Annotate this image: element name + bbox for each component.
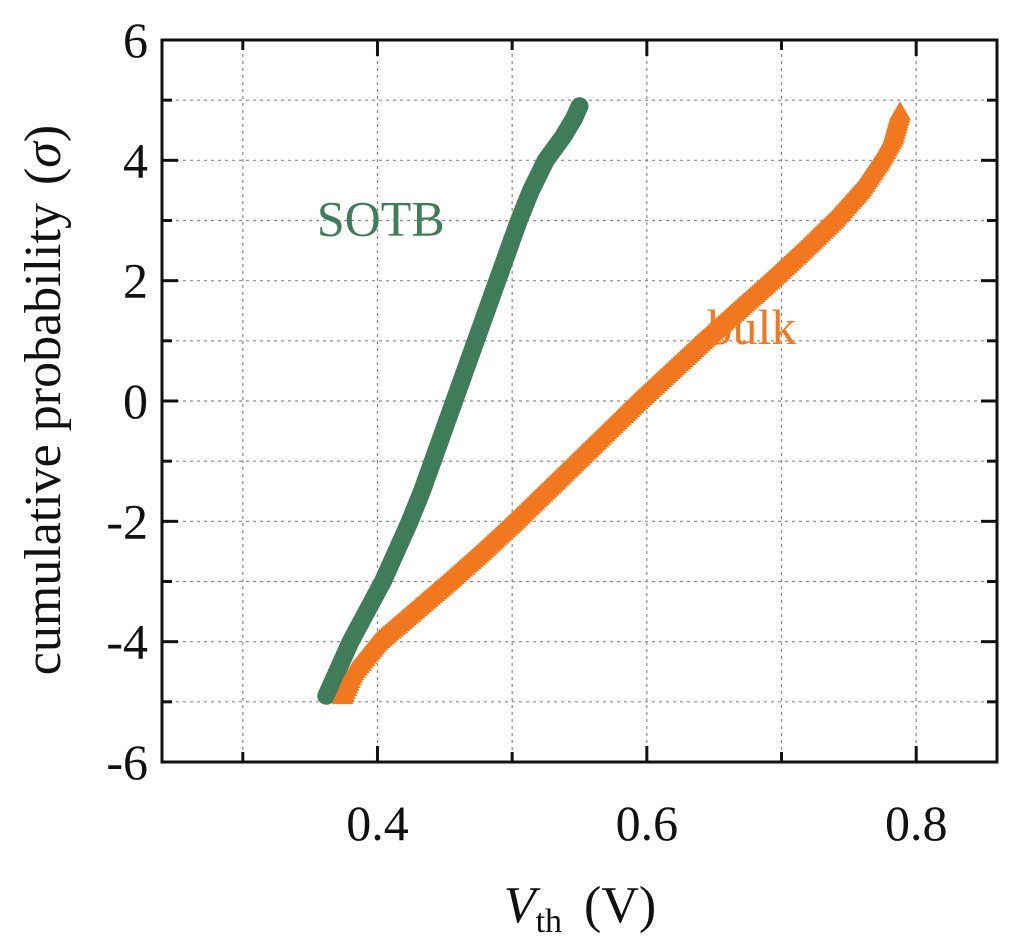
y-tick-label: 4 [123, 132, 148, 188]
x-tick-label: 0.8 [885, 795, 948, 851]
y-tick-label: -2 [106, 493, 148, 549]
x-axis-var: V [504, 877, 541, 934]
series-sotb [317, 97, 589, 705]
y-tick-label: 0 [123, 373, 148, 429]
plot-frame [160, 38, 999, 764]
x-axis-unit: (V) [584, 877, 656, 934]
grid-lines [162, 40, 997, 762]
y-tick-label: -6 [106, 734, 148, 790]
series-bulk [331, 101, 911, 705]
x-axis-title: Vth (V) [504, 877, 656, 940]
y-axis-text: cumulative probability [15, 203, 72, 675]
annotation-bulk: bulk [707, 299, 796, 355]
y-tick-labels: -6 -4 -2 0 2 4 6 [106, 12, 148, 790]
x-tick-label: 0.6 [616, 795, 679, 851]
y-axis-unit-open: ( [15, 168, 72, 185]
x-tick-label: 0.4 [346, 795, 409, 851]
y-axis-title: cumulative probability (σ) [15, 125, 72, 676]
y-axis-unit-close: ) [15, 125, 72, 142]
annotation-sotb: SOTB [317, 191, 445, 247]
y-tick-label: 6 [123, 12, 148, 68]
y-tick-label: -4 [106, 614, 148, 670]
bulk-marker [889, 101, 911, 121]
sotb-marker [570, 97, 589, 116]
x-tick-labels: 0.4 0.6 0.8 [346, 795, 947, 851]
x-axis-sub: th [536, 903, 562, 940]
y-tick-label: 2 [123, 253, 148, 309]
y-axis-symbol: σ [15, 140, 72, 168]
